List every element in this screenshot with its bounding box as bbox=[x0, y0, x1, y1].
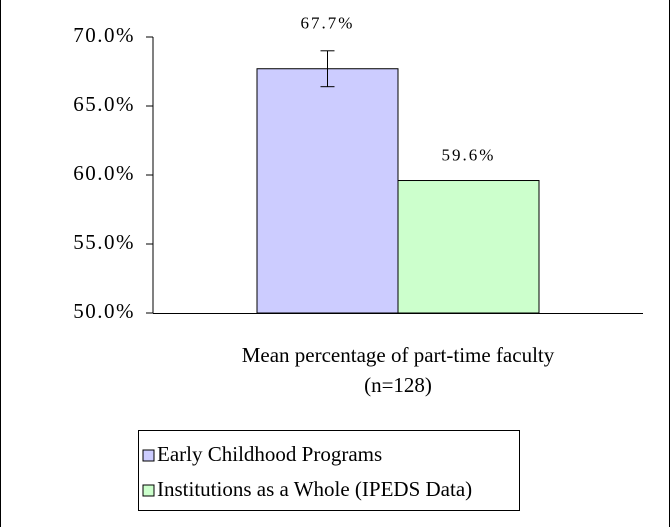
y-tick-label: 65.0% bbox=[73, 92, 135, 116]
bar bbox=[397, 180, 540, 314]
legend-swatch bbox=[142, 484, 155, 497]
y-tick-label: 50.0% bbox=[73, 299, 135, 323]
legend-box bbox=[138, 430, 520, 511]
y-tick-label: 70.0% bbox=[73, 23, 135, 47]
x-tick-label: Mean percentage of part-time faculty (n=… bbox=[241, 343, 555, 397]
legend-label: Institutions as a Whole (IPEDS Data) bbox=[157, 477, 472, 501]
y-tick-label: 60.0% bbox=[73, 161, 135, 185]
legend-label: Early Childhood Programs bbox=[157, 442, 382, 466]
bar bbox=[256, 68, 399, 314]
y-tick-label: 55.0% bbox=[73, 230, 135, 254]
data-label: 59.6% bbox=[442, 145, 496, 164]
data-label: 67.7% bbox=[301, 14, 355, 33]
legend-swatch bbox=[142, 449, 155, 462]
